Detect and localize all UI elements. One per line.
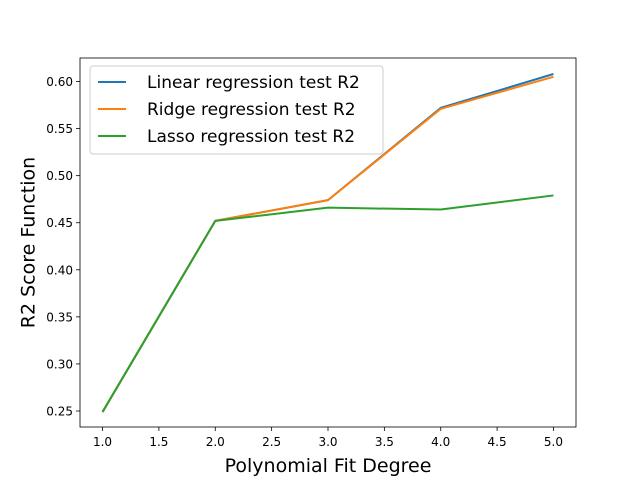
x-tick-label: 4.5 [488,435,507,449]
x-tick-label: 3.0 [318,435,337,449]
y-tick-label: 0.25 [46,404,73,418]
legend-label: Ridge regression test R2 [147,100,356,120]
x-axis-label: Polynomial Fit Degree [225,455,432,477]
x-axis: 1.0 1.5 2.0 2.5 3.0 3.5 4.0 4.5 5.0 [93,427,563,449]
y-tick-label: 0.50 [46,169,73,183]
y-axis: 0.25 0.30 0.35 0.40 0.45 0.50 0.55 0.60 [46,75,80,418]
x-tick-label: 5.0 [544,435,563,449]
x-tick-label: 3.5 [375,435,394,449]
legend-label: Lasso regression test R2 [147,127,355,147]
x-tick-label: 2.0 [206,435,225,449]
legend-label: Linear regression test R2 [147,73,360,93]
x-tick-label: 1.5 [149,435,168,449]
series-line-3 [101,194,554,413]
x-tick-label: 2.5 [262,435,281,449]
y-tick-label: 0.30 [46,357,73,371]
legend-box [89,65,384,155]
x-tick-label: 4.0 [431,435,450,449]
legend: Linear regression test R2 Ridge regressio… [89,65,384,155]
y-axis-label: R2 Score Function [18,157,40,328]
y-tick-label: 0.45 [46,216,73,230]
y-tick-label: 0.40 [46,263,73,277]
y-tick-label: 0.35 [46,310,73,324]
x-tick-label: 1.0 [93,435,112,449]
y-tick-label: 0.60 [46,75,73,89]
y-tick-label: 0.55 [46,122,73,136]
series-layer [101,73,554,413]
